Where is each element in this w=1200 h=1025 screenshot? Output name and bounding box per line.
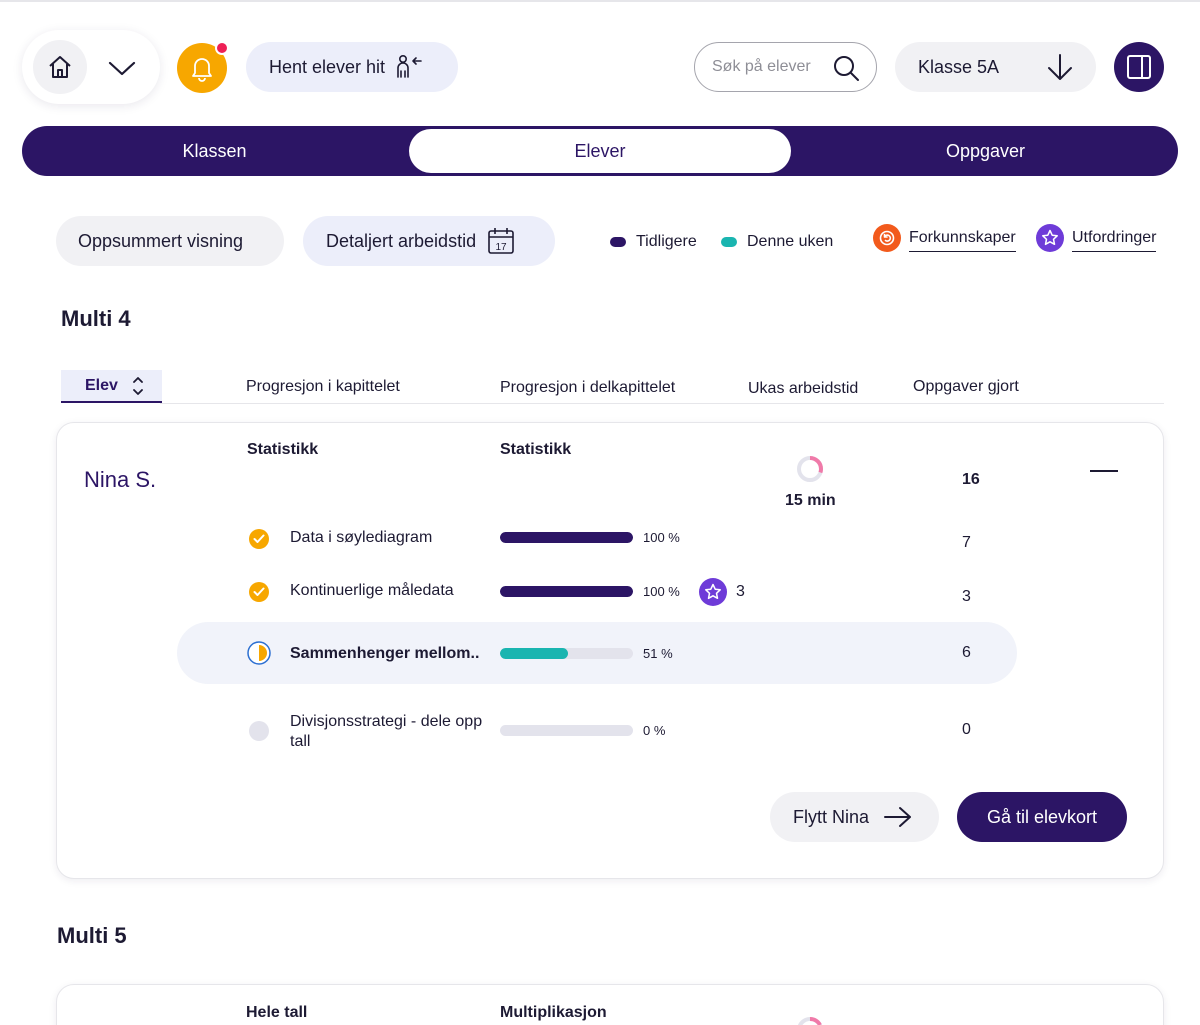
subchapter-label[interactable]: Sammenhenger mellom.. [290,645,480,662]
tasks-total: 16 [962,471,980,488]
student-search [694,42,877,92]
subchapter-label[interactable]: Divisjonsstrategi - dele opp tall [290,713,483,750]
column-tasks-done: Oppgaver gjort [913,378,1019,395]
challenges-link[interactable]: Utfordringer [1036,224,1157,252]
subchapter-stat-label: Statistikk [500,441,572,458]
fetch-students-button[interactable]: Hent elever hit [246,42,458,92]
progress-bar-fill [500,532,633,543]
main-tabs: Klassen Elever Oppgaver [22,126,1178,176]
weekly-time-ring [798,1017,822,1025]
calendar-icon: 17 [488,228,514,254]
row-tasks-done: 7 [962,534,971,551]
progress-percent: 100 % [643,584,680,599]
row-tasks-done: 0 [962,721,971,738]
home-icon [49,56,71,78]
person-return-icon [397,54,422,78]
home-button[interactable] [33,40,87,94]
progress-bar [500,532,633,543]
chevron-down-icon [108,61,136,76]
legend-previous: Tidligere [610,233,697,251]
summary-view-label: Oppsummert visning [78,230,244,251]
progress-bar-fill [500,586,633,597]
bell-icon [192,58,212,82]
calendar-day: 17 [496,242,508,253]
legend-this-week: Denne uken [721,233,833,251]
detailed-worktime-button[interactable]: Detaljert arbeidstid 17 [303,216,555,266]
top-divider [0,0,1200,2]
student-card [56,984,1164,1025]
progress-bar [500,725,633,736]
progress-bar-fill [500,648,568,659]
legend-this-week-swatch [721,237,737,247]
weekly-time-value: 15 min [785,492,836,509]
weekly-time-ring-arc [797,456,823,482]
subchapter-label[interactable]: Data i søylediagram [290,529,433,546]
completed-check-icon [249,582,269,602]
collapse-button[interactable] [1090,470,1118,472]
legend-previous-label: Tidligere [636,233,697,250]
sort-by-student-button[interactable]: Elev [61,370,162,403]
progress-bar [500,648,633,659]
prior-knowledge-label: Forkunnskaper [909,225,1016,252]
section-title-multi-4: Multi 4 [61,306,131,331]
challenge-count: 3 [736,583,745,600]
progress-bar [500,586,633,597]
column-chapter-progress: Progresjon i kapittelet [246,378,400,395]
search-input[interactable] [712,58,824,76]
class-selector-label: Klasse 5A [918,56,1000,77]
subchapter-label[interactable]: Kontinuerlige måledata [290,582,454,599]
star-icon [1036,224,1064,252]
legend-previous-swatch [610,237,626,247]
column-subchapter-progress: Progresjon i delkapittelet [500,379,676,396]
arrow-right-icon [884,807,912,827]
tab-klassen[interactable]: Klassen [182,140,247,161]
column-weekly-time: Ukas arbeidstid [748,380,859,397]
column-student-label: Elev [85,376,118,394]
student-card-label: Gå til elevkort [986,806,1098,827]
completed-check-icon [249,529,269,549]
row-tasks-done: 3 [962,588,971,605]
sort-icon [133,376,143,395]
section-title-multi-5: Multi 5 [57,923,127,948]
student-name[interactable]: Nina S. [84,467,157,492]
prior-knowledge-link[interactable]: Forkunnskaper [873,224,1016,252]
arrow-down-icon [1048,54,1072,80]
chapter-stat-label: Hele tall [246,1004,308,1021]
half-progress-icon [247,641,271,665]
progress-percent: 0 % [643,723,666,738]
header-divider [160,403,1164,404]
progress-percent: 51 % [643,646,673,661]
progress-percent: 100 % [643,530,680,545]
move-student-button[interactable]: Flytt Nina [770,792,939,842]
student-card-button[interactable]: Gå til elevkort [957,792,1127,842]
notifications-button[interactable] [177,41,229,93]
move-student-label: Flytt Nina [793,806,870,827]
menu-dropdown-button[interactable] [102,48,142,88]
notification-badge [215,41,229,55]
tab-elever[interactable]: Elever [409,129,791,173]
summary-view-button[interactable]: Oppsummert visning [56,216,284,266]
challenges-label: Utfordringer [1072,225,1157,252]
prior-knowledge-icon [873,224,901,252]
fetch-students-label: Hent elever hit [269,56,386,77]
side-panel-button[interactable] [1114,42,1164,92]
detailed-worktime-label: Detaljert arbeidstid [326,230,477,251]
class-selector[interactable]: Klasse 5A [895,42,1096,92]
sidebar-panel-icon [1127,55,1151,79]
home-menu-group [22,30,160,104]
tab-oppgaver[interactable]: Oppgaver [945,140,1026,161]
not-started-icon [249,721,269,741]
weekly-time-ring [797,456,823,482]
chapter-stat-label: Statistikk [247,441,319,458]
subchapter-stat-label: Multiplikasjon [500,1004,607,1021]
search-icon[interactable] [832,54,860,82]
challenge-star-icon [699,578,727,606]
legend-this-week-label: Denne uken [747,233,834,250]
row-tasks-done: 6 [962,644,971,661]
